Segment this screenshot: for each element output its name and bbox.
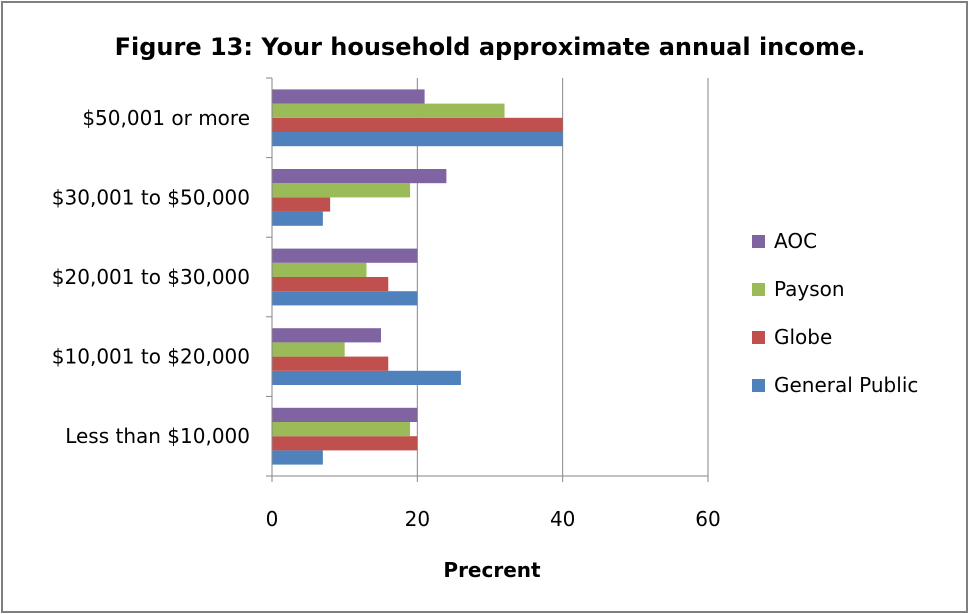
x-tick-label: 0 <box>266 507 279 531</box>
legend-swatch <box>752 235 765 248</box>
bar-general-public <box>272 291 418 306</box>
bar-aoc <box>272 407 418 422</box>
bar-globe <box>272 197 331 212</box>
bar-globe <box>272 117 563 132</box>
bar-globe <box>272 277 389 292</box>
legend-label: AOC <box>774 229 817 253</box>
bar-general-public <box>272 132 563 147</box>
category-label: $30,001 to $50,000 <box>52 185 250 209</box>
bar-general-public <box>272 211 323 226</box>
bar-general-public <box>272 370 461 385</box>
legend-label: Payson <box>774 277 845 301</box>
legend-swatch <box>752 283 765 296</box>
legend-swatch <box>752 331 765 344</box>
x-axis-title: Precrent <box>443 558 541 582</box>
bar-payson <box>272 422 411 437</box>
chart-title: Figure 13: Your household approximate an… <box>115 33 866 61</box>
legend: AOC Payson Globe General Public <box>752 229 918 397</box>
category-label: $50,001 or more <box>82 106 250 130</box>
axes <box>266 77 709 482</box>
category-label: Less than $10,000 <box>65 424 250 448</box>
bar-globe <box>272 436 418 451</box>
x-tick-label: 60 <box>695 507 720 531</box>
bar-aoc <box>272 328 381 343</box>
bar-payson <box>272 342 345 357</box>
legend-label: General Public <box>774 373 918 397</box>
bar-aoc <box>272 169 447 184</box>
bar-general-public <box>272 450 323 465</box>
bar-aoc <box>272 248 418 263</box>
legend-swatch <box>752 379 765 392</box>
x-tick-labels: 0 20 40 60 <box>266 507 721 531</box>
bar-globe <box>272 356 389 371</box>
legend-label: Globe <box>774 325 832 349</box>
category-label: $10,001 to $20,000 <box>52 345 250 369</box>
bars <box>272 89 563 465</box>
category-label: $20,001 to $30,000 <box>52 265 250 289</box>
bar-aoc <box>272 89 425 104</box>
bar-payson <box>272 183 411 198</box>
x-tick-label: 20 <box>405 507 430 531</box>
bar-payson <box>272 103 505 118</box>
category-labels: Less than $10,000 $10,001 to $20,000 $20,0… <box>52 106 250 448</box>
bar-payson <box>272 262 367 277</box>
x-tick-label: 40 <box>550 507 575 531</box>
